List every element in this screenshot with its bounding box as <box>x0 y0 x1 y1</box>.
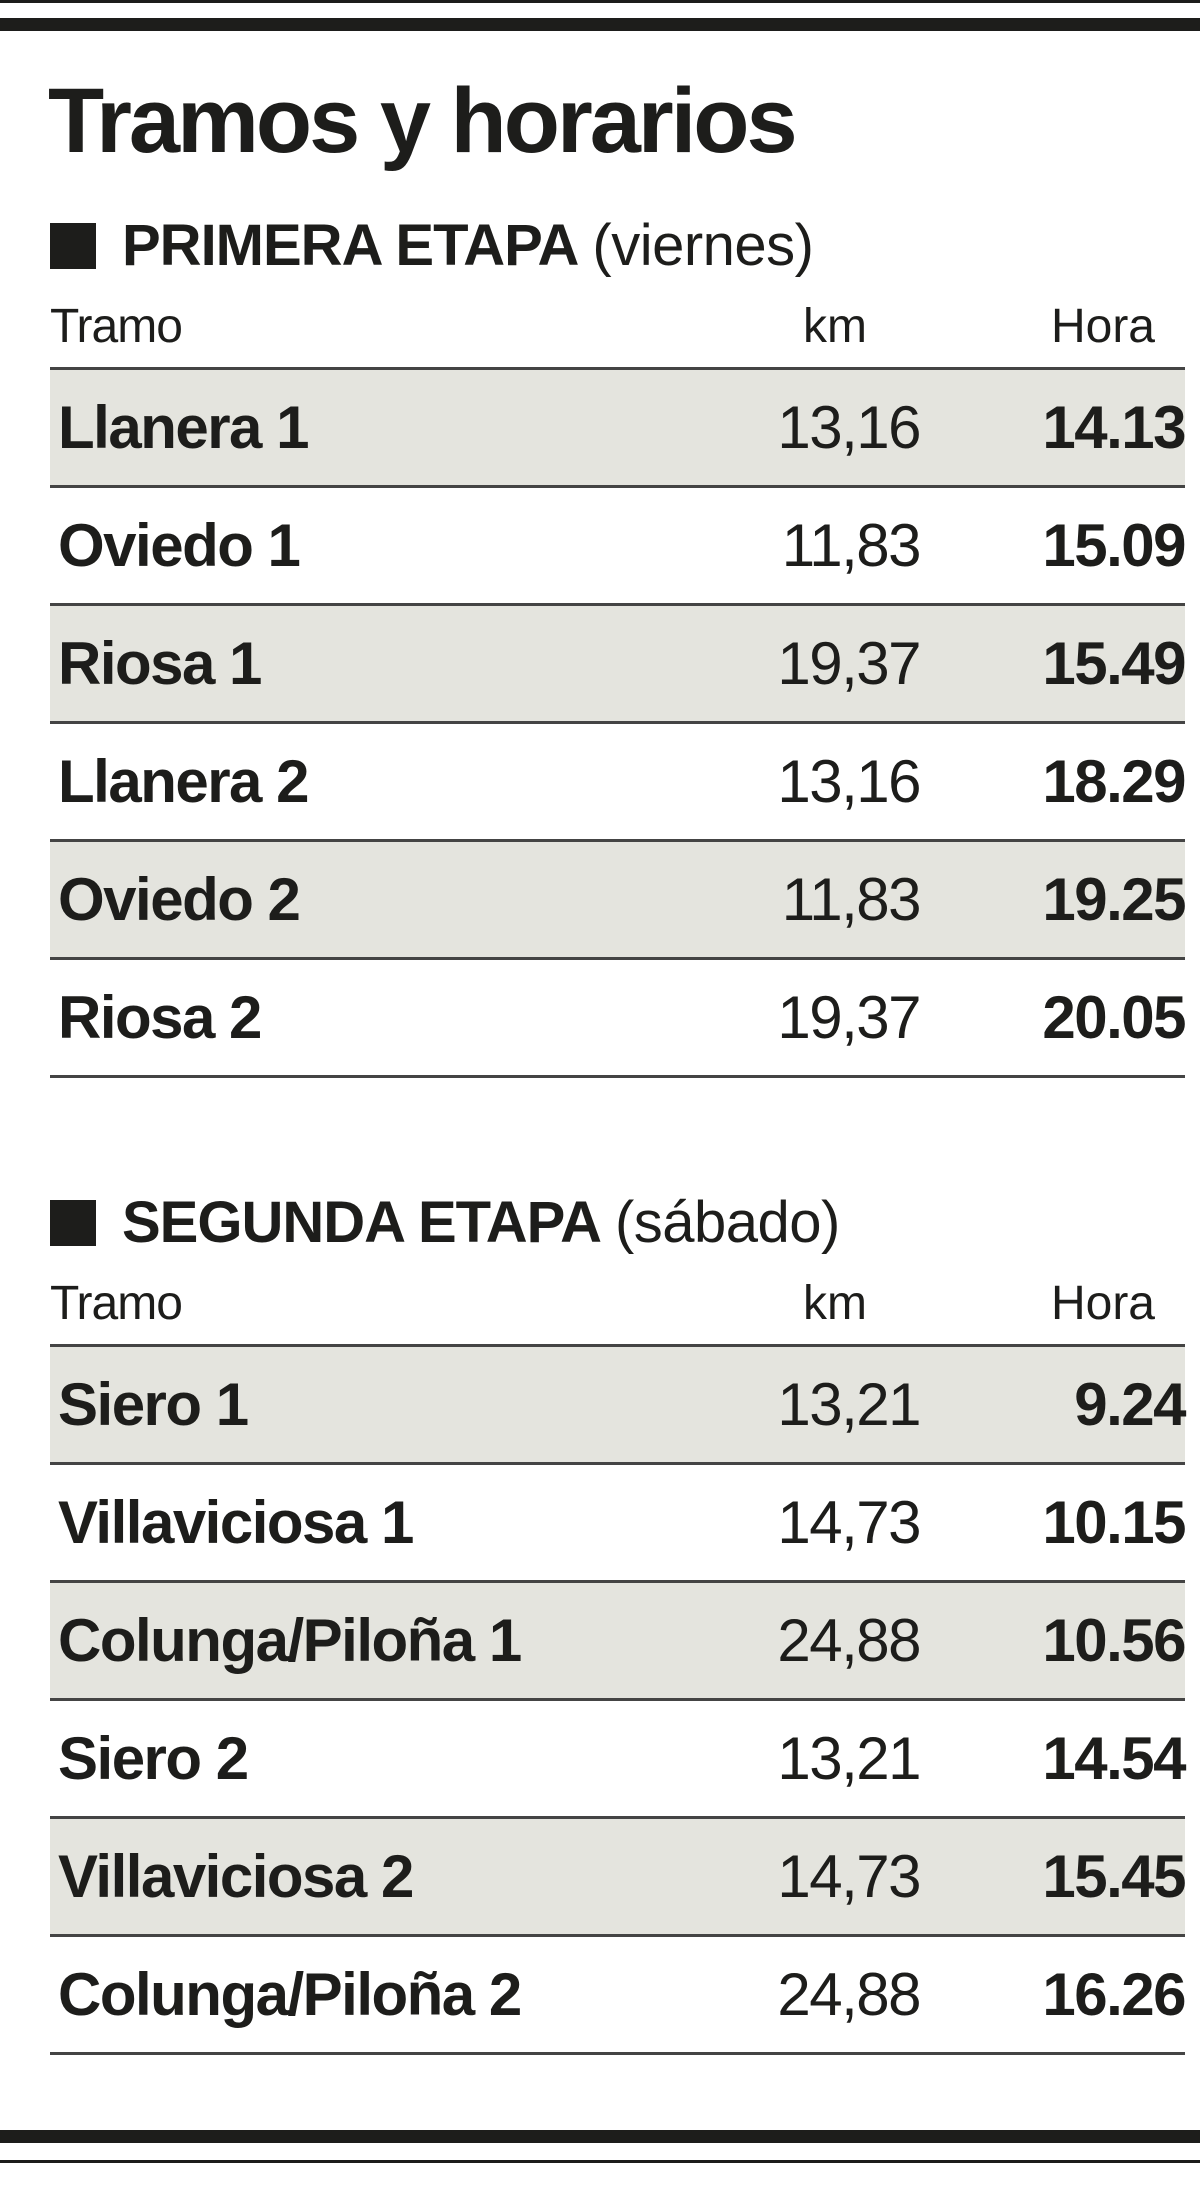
km-cell: 14,73 <box>777 1843 921 1910</box>
stage-2-column-headers: Tramo km Hora <box>50 1264 1185 1347</box>
km-cell: 13,16 <box>777 748 921 815</box>
column-header-km: km <box>803 300 867 353</box>
tramo-cell: Colunga/Piloña 1 <box>58 1607 522 1674</box>
hora-cell: 19.25 <box>1042 866 1186 933</box>
km-cell: 11,83 <box>781 512 922 579</box>
hora-cell: 15.49 <box>1042 630 1186 697</box>
column-header-km: km <box>803 1277 867 1330</box>
top-thick-rule <box>0 18 1200 31</box>
table-row: Villaviciosa 1 14,73 10.15 <box>50 1465 1186 1583</box>
stage-2-name: SEGUNDA ETAPA <box>122 1190 602 1255</box>
table-row: Villaviciosa 2 14,73 15.45 <box>50 1819 1186 1937</box>
tramo-cell: Oviedo 1 <box>58 512 301 579</box>
column-header-hora: Hora <box>1050 300 1155 353</box>
bottom-thick-rule <box>0 2130 1200 2143</box>
km-cell: 13,16 <box>777 394 921 461</box>
tramo-cell: Colunga/Piloña 2 <box>58 1961 522 2028</box>
square-bullet-icon <box>50 1200 96 1246</box>
stage-1-name: PRIMERA ETAPA <box>122 213 579 278</box>
table-row: Riosa 1 19,37 15.49 <box>50 606 1186 724</box>
stage-2-day: (sábado) <box>614 1190 840 1255</box>
bottom-thin-rule <box>0 2160 1200 2163</box>
hora-cell: 14.54 <box>1042 1725 1186 1792</box>
page-title: Tramos y horarios <box>48 70 798 172</box>
table-row: Llanera 1 13,16 14.13 <box>50 370 1186 488</box>
table-row: Oviedo 2 11,83 19.25 <box>50 842 1186 960</box>
column-header-hora: Hora <box>1050 1277 1155 1330</box>
table-row: Riosa 2 19,37 20.05 <box>50 960 1186 1078</box>
km-cell: 24,88 <box>777 1607 921 1674</box>
table-row: Siero 2 13,21 14.54 <box>50 1701 1186 1819</box>
km-cell: 24,88 <box>777 1961 921 2028</box>
stage-1-section: PRIMERA ETAPA (viernes) Tramo km Hora Ll… <box>50 205 1186 1078</box>
km-cell: 13,21 <box>777 1371 921 1438</box>
tramo-cell: Villaviciosa 2 <box>58 1843 414 1910</box>
hora-cell: 10.15 <box>1042 1489 1186 1556</box>
square-bullet-icon <box>50 223 96 269</box>
tramo-cell: Siero 1 <box>58 1371 249 1438</box>
km-cell: 13,21 <box>777 1725 921 1792</box>
km-cell: 19,37 <box>777 630 921 697</box>
stage-1-column-headers: Tramo km Hora <box>50 287 1185 370</box>
column-header-tramo: Tramo <box>50 1277 183 1330</box>
hora-cell: 20.05 <box>1042 984 1186 1051</box>
hora-cell: 9.24 <box>1074 1371 1186 1438</box>
stage-2-header: SEGUNDA ETAPA (sábado) <box>50 1182 1185 1264</box>
tramo-cell: Siero 2 <box>58 1725 249 1792</box>
hora-cell: 15.45 <box>1042 1843 1186 1910</box>
tramo-cell: Llanera 1 <box>58 394 309 461</box>
table-row: Colunga/Piloña 1 24,88 10.56 <box>50 1583 1186 1701</box>
table-row: Siero 1 13,21 9.24 <box>50 1347 1186 1465</box>
tramo-cell: Villaviciosa 1 <box>58 1489 414 1556</box>
hora-cell: 15.09 <box>1042 512 1186 579</box>
hora-cell: 14.13 <box>1042 394 1186 461</box>
stage-1-day: (viernes) <box>592 213 814 278</box>
km-cell: 11,83 <box>781 866 922 933</box>
column-header-tramo: Tramo <box>50 300 183 353</box>
table-row: Oviedo 1 11,83 15.09 <box>50 488 1186 606</box>
top-thin-rule <box>0 0 1200 3</box>
tramo-cell: Riosa 2 <box>58 984 262 1051</box>
km-cell: 14,73 <box>777 1489 921 1556</box>
tramo-cell: Riosa 1 <box>58 630 262 697</box>
tramo-cell: Oviedo 2 <box>58 866 301 933</box>
stage-1-header: PRIMERA ETAPA (viernes) <box>50 205 1185 287</box>
km-cell: 19,37 <box>777 984 921 1051</box>
hora-cell: 18.29 <box>1042 748 1186 815</box>
tramo-cell: Llanera 2 <box>58 748 309 815</box>
stage-2-section: SEGUNDA ETAPA (sábado) Tramo km Hora Sie… <box>50 1182 1186 2055</box>
hora-cell: 16.26 <box>1042 1961 1186 2028</box>
table-row: Llanera 2 13,16 18.29 <box>50 724 1186 842</box>
hora-cell: 10.56 <box>1042 1607 1186 1674</box>
table-row: Colunga/Piloña 2 24,88 16.26 <box>50 1937 1186 2055</box>
